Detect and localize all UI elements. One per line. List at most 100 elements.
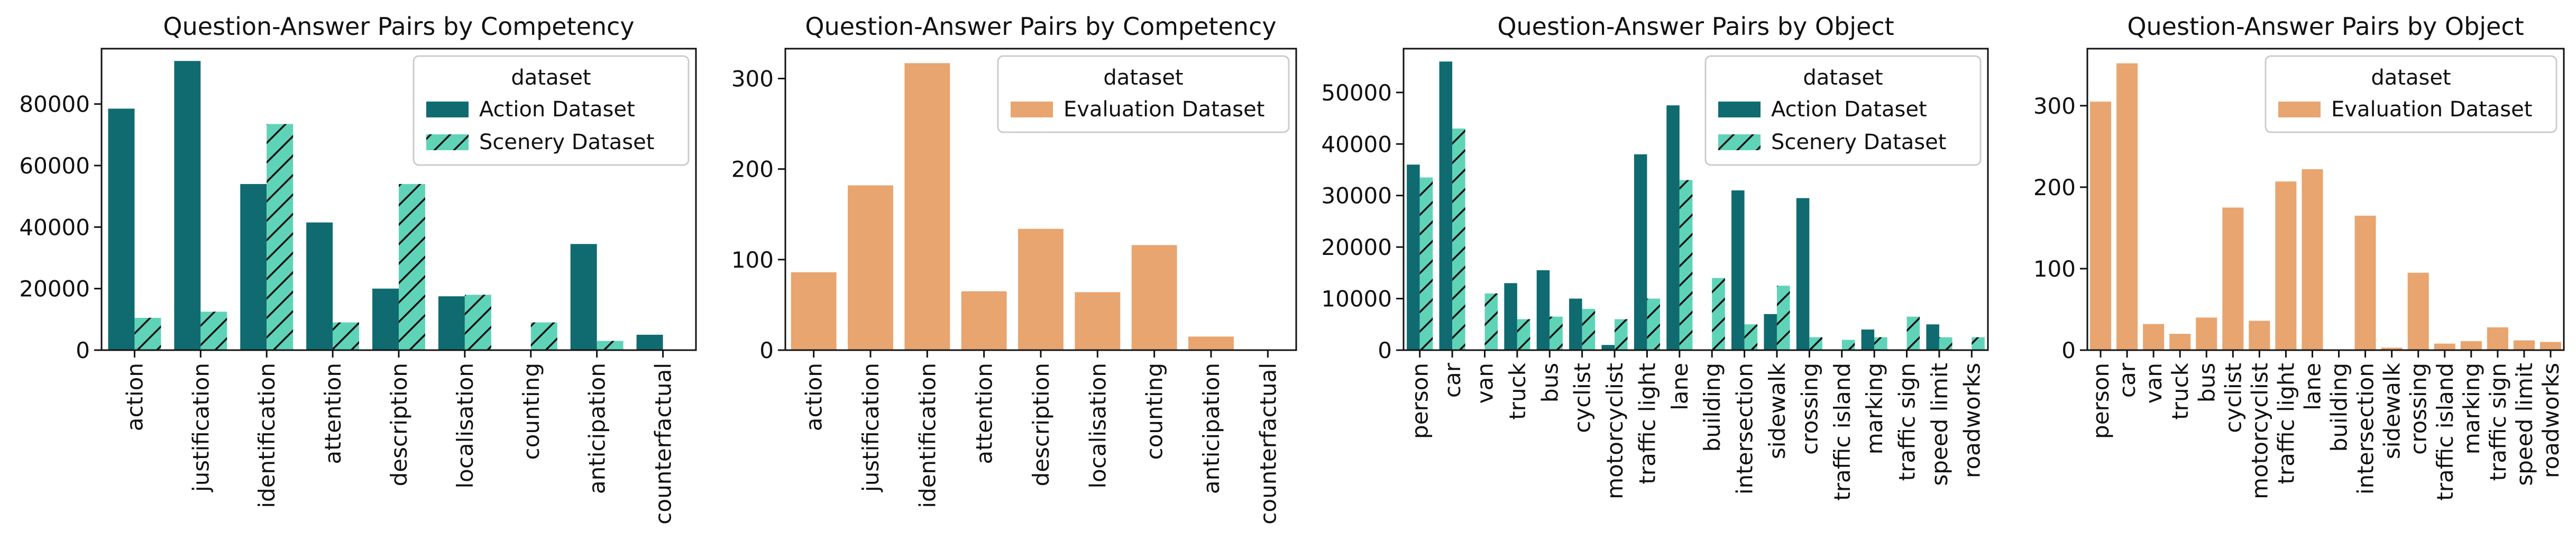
x-tick-label: action [801,363,827,431]
chart-title: Question-Answer Pairs by Competency [163,12,634,41]
bar-hatch-overlay [1744,324,1758,350]
chart-panel-3: Question-Answer Pairs by Object 0 10000 200… [1321,12,1989,501]
bar-lane-series-1 [2302,169,2323,350]
bar-hatch-overlay [267,124,294,350]
x-tick-label: attention [971,363,997,464]
x-tick-label: speed limit [1927,363,1952,486]
legend-title: dataset [511,66,591,90]
x-tick-label: roadworks [1959,363,1985,478]
bar-hatch-overlay [1452,129,1465,350]
bar-description-series-1 [1018,228,1064,350]
bar-bus-series-1 [2196,317,2217,350]
x-tick-label: traffic light [2273,363,2299,484]
legend: dataset Action Dataset Scenery Dataset [1704,55,1982,166]
bar-hatch-overlay [1939,337,1952,350]
bar-hatch-overlay [1712,278,1725,350]
y-tick-label: 0 [76,337,90,363]
legend-box [412,55,690,166]
y-tick-label: 200 [731,157,774,182]
bar-hatch-overlay [1874,337,1887,350]
bar-hatch-overlay [1582,309,1596,350]
x-tick-label: bus [2194,363,2220,402]
bar-counting-series-1 [1131,245,1177,350]
legend-box [997,55,1290,133]
legend-swatch-hatch [426,134,469,150]
bar-hatch-overlay [134,317,161,350]
x-tick-label: counterfactual [650,363,676,525]
x-tick-label: intersection [2353,363,2379,495]
bar-hatch-overlay [1776,286,1790,350]
legend-swatch [2278,102,2321,117]
bar-truck-series-1 [2169,334,2191,350]
bar-hatch-overlay [464,295,491,350]
x-tick-label: counting [1142,363,1168,460]
x-tick-label: description [1028,363,1054,487]
x-tick-label: description [386,363,412,487]
bar-intersection-series-1 [2354,215,2376,350]
bar-sidewalk-series-1 [1764,314,1777,350]
legend-swatch [426,102,469,117]
bar-hatch-overlay [1484,293,1498,350]
legend: dataset Evaluation Dataset [997,55,1290,133]
x-tick-label: truck [1505,362,1530,419]
legend-label: Action Dataset [1771,97,1927,122]
x-tick-label: marking [2459,363,2485,454]
x-tick-label: motorcyclist [1602,363,1628,499]
y-tick-label: 30000 [1321,183,1392,209]
bar-traffic-light-series-1 [2275,181,2297,350]
legend-box [2265,55,2557,133]
y-tick-label: 100 [731,247,774,273]
x-tick-label: lane [1667,363,1693,410]
x-tick-label: identification [254,363,280,508]
legend-swatch [1718,102,1761,117]
x-tick-label: speed limit [2511,363,2537,486]
bar-sidewalk-series-1 [2381,347,2403,350]
bar-van-series-1 [2143,324,2165,350]
x-tick-label: traffic light [1634,363,1660,484]
bar-person-series-1 [2090,102,2112,350]
bar-cyclist-series-1 [1569,298,1582,350]
bar-lane-series-1 [1666,105,1680,350]
bar-marking-series-1 [2460,341,2482,350]
legend-swatch [1011,102,1053,117]
y-tick-label: 100 [2033,256,2076,282]
bar-identification-series-1 [240,184,267,350]
x-tick-label: attention [320,363,346,464]
x-tick-label: traffic island [1829,363,1855,501]
y-tick-label: 300 [2033,93,2076,119]
x-tick-label: marking [1862,363,1887,454]
bar-car-series-1 [1439,61,1453,351]
bar-attention-series-1 [306,222,333,350]
bar-hatch-overlay [1517,319,1530,350]
bar-traffic-sign-series-1 [2487,327,2508,350]
y-tick-label: 20000 [19,276,90,302]
bar-roadworks-series-1 [2540,342,2561,350]
chart-panel-1: Question-Answer Pairs by Competency 0 2000… [19,12,697,525]
x-tick-label: justification [188,363,214,492]
x-tick-label: van [2141,363,2167,404]
bar-localisation-series-1 [438,296,465,350]
bar-hatch-overlay [1906,316,1920,350]
legend-swatch-hatch [1718,134,1761,150]
y-tick-label: 0 [1378,337,1392,363]
x-tick-label: action [122,363,148,431]
x-tick-label: intersection [1732,363,1758,495]
bar-hatch-overlay [1679,180,1693,350]
chart-panel-2: Question-Answer Pairs by Competency 0 100 2… [731,12,1297,525]
legend-label: Scenery Dataset [1771,130,1946,154]
y-tick-label: 40000 [19,214,90,240]
bar-anticipation-series-1 [570,244,597,350]
chart-panel-4: Question-Answer Pairs by Object 0 100 200 30… [2033,12,2565,501]
x-tick-label: localisation [452,363,478,489]
plot-frame [2086,48,2565,351]
chart-title: Question-Answer Pairs by Object [1497,12,1894,41]
y-tick-label: 60000 [19,153,90,179]
x-tick-label: building [2326,363,2352,452]
x-tick-label: sidewalk [1764,362,1790,459]
bar-identification-series-1 [904,63,950,350]
x-tick-label: person [1407,363,1433,439]
legend-label: Action Dataset [479,97,635,122]
bar-hatch-overlay [530,322,557,350]
bar-anticipation-series-1 [1188,336,1234,350]
